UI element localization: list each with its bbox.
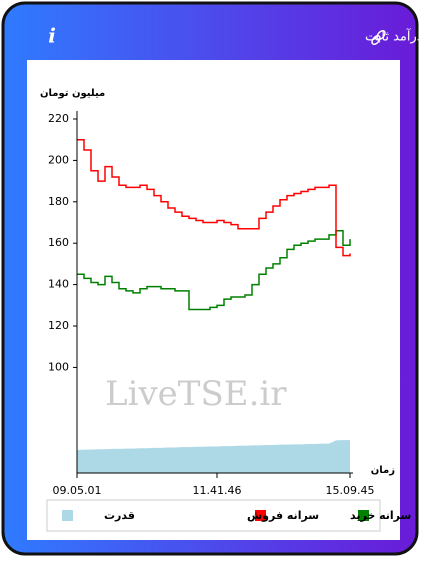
watermark: LiveTSE.ir bbox=[105, 374, 287, 414]
x-tick-label: 11.41.46 bbox=[193, 484, 242, 497]
y-tick-label: 120 bbox=[48, 319, 69, 332]
line-1 bbox=[77, 138, 351, 257]
x-tick-label: 09.05.01 bbox=[53, 484, 102, 497]
y-tick-label: 180 bbox=[48, 195, 69, 208]
y-tick-label: 220 bbox=[48, 112, 69, 125]
link-icon[interactable] bbox=[370, 29, 386, 46]
legend-swatch bbox=[255, 510, 266, 521]
legend-label: سرانه فروش bbox=[247, 509, 319, 522]
y-tick-label: 140 bbox=[48, 278, 69, 291]
x-tick-label: 15.09.45 bbox=[326, 484, 375, 497]
x-axis-label: زمان bbox=[371, 465, 395, 476]
line-0 bbox=[77, 230, 351, 311]
legend bbox=[46, 499, 381, 532]
y-tick-label: 200 bbox=[48, 153, 69, 166]
legend-label: قدرت bbox=[104, 509, 135, 522]
card-title: سرانه ی خرید و فروش حقیقی در صندوق های د… bbox=[365, 28, 428, 45]
y-tick-label: 100 bbox=[48, 360, 69, 373]
legend-swatch bbox=[62, 510, 73, 521]
legend-swatch bbox=[358, 510, 369, 521]
power-area bbox=[77, 440, 350, 473]
legend-label: سرانه خرید bbox=[350, 509, 411, 522]
y-tick-label: 160 bbox=[48, 236, 69, 249]
y-axis-label: میلیون تومان bbox=[40, 88, 105, 99]
info-icon[interactable]: i bbox=[48, 24, 56, 48]
